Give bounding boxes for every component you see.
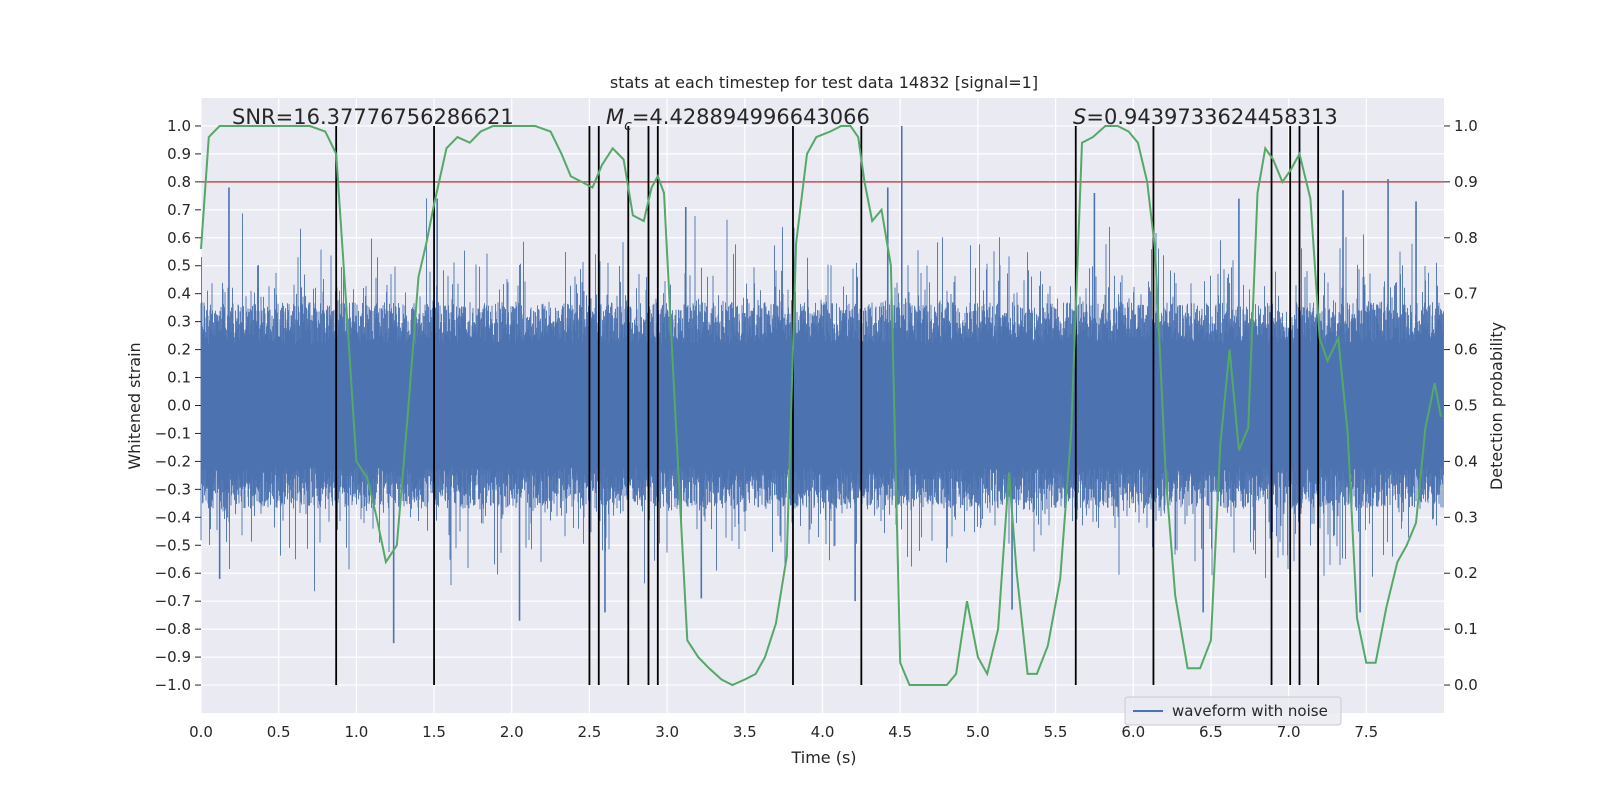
y-tick-label: −1.0: [155, 676, 191, 694]
y2-tick-label: 0.8: [1454, 229, 1478, 247]
x-tick-label: 3.0: [655, 723, 679, 741]
y2-tick-label: 0.6: [1454, 341, 1478, 359]
legend: waveform with noise: [1124, 696, 1342, 726]
x-tick-label: 6.0: [1121, 723, 1145, 741]
spin-annotation: S=0.9439733624458313: [1073, 105, 1338, 129]
y-tick-label: 0.2: [167, 341, 191, 359]
spin-symbol: S: [1073, 105, 1086, 129]
x-axis-label: Time (s): [790, 748, 856, 767]
legend-box: [1124, 696, 1342, 726]
y-tick-label: −0.3: [155, 480, 191, 498]
y-tick-label: −0.8: [155, 620, 191, 638]
x-tick-label: 0.0: [189, 723, 213, 741]
snr-annotation: SNR=16.37776756286621: [232, 105, 514, 129]
y2-tick-label: 0.3: [1454, 508, 1478, 526]
x-tick-label: 3.5: [733, 723, 757, 741]
chirp-mass-annotation: Mc=4.428894996643066: [606, 105, 870, 134]
x-tick-label: 5.5: [1044, 723, 1068, 741]
waveform-noise-series: [200, 198, 1444, 592]
y2-tick-label: 0.9: [1454, 173, 1478, 191]
detection-probability-series: [200, 125, 1442, 687]
spin-value: =0.9439733624458313: [1086, 105, 1337, 129]
y-tick-label: −0.9: [155, 648, 191, 666]
chirp-mass-value: =4.428894996643066: [632, 105, 870, 129]
y2-tick-label: 0.4: [1454, 452, 1478, 470]
y2-tick-label: 0.0: [1454, 676, 1478, 694]
x-tick-label: 1.5: [422, 723, 446, 741]
y-tick-label: 0.5: [167, 257, 191, 275]
x-tick-label: 7.0: [1277, 723, 1301, 741]
y2-tick-label: 0.5: [1454, 397, 1478, 415]
chirp-mass-subscript: c: [624, 118, 632, 134]
x-tick-label: 7.5: [1354, 723, 1378, 741]
y2-axis-label: Detection probability: [1487, 322, 1506, 490]
y-tick-label: 0.1: [167, 369, 191, 387]
legend-label: waveform with noise: [1172, 702, 1328, 720]
y-tick-label: −0.6: [155, 564, 191, 582]
chirp-mass-symbol: M: [606, 105, 624, 129]
y-tick-label: −0.7: [155, 592, 191, 610]
y-tick-label: 0.3: [167, 313, 191, 331]
x-tick-label: 2.0: [500, 723, 524, 741]
x-tick-label: 0.5: [267, 723, 291, 741]
y2-tick-label: 0.7: [1454, 285, 1478, 303]
chart-title: stats at each timestep for test data 148…: [610, 73, 1038, 92]
y2-tick-label: 1.0: [1454, 117, 1478, 135]
y-tick-label: 1.0: [167, 117, 191, 135]
x-tick-label: 6.5: [1199, 723, 1223, 741]
y-tick-label: 0.8: [167, 173, 191, 191]
y-tick-label: −0.5: [155, 536, 191, 554]
y-tick-label: 0.7: [167, 201, 191, 219]
y-tick-label: −0.1: [155, 424, 191, 442]
x-tick-label: 4.0: [811, 723, 835, 741]
y-tick-label: 0.4: [167, 285, 191, 303]
x-tick-label: 5.0: [966, 723, 990, 741]
y-tick-label: 0.9: [167, 145, 191, 163]
y2-tick-label: 0.2: [1454, 564, 1478, 582]
x-tick-label: 4.5: [888, 723, 912, 741]
x-tick-label: 2.5: [578, 723, 602, 741]
y-tick-label: 0.0: [167, 397, 191, 415]
y-tick-label: −0.4: [155, 508, 191, 526]
x-tick-label: 1.0: [344, 723, 368, 741]
y-tick-label: 0.6: [167, 229, 191, 247]
y2-tick-label: 0.1: [1454, 620, 1478, 638]
y-tick-label: −0.2: [155, 452, 191, 470]
y-axis-label: Whitened strain: [125, 342, 144, 469]
